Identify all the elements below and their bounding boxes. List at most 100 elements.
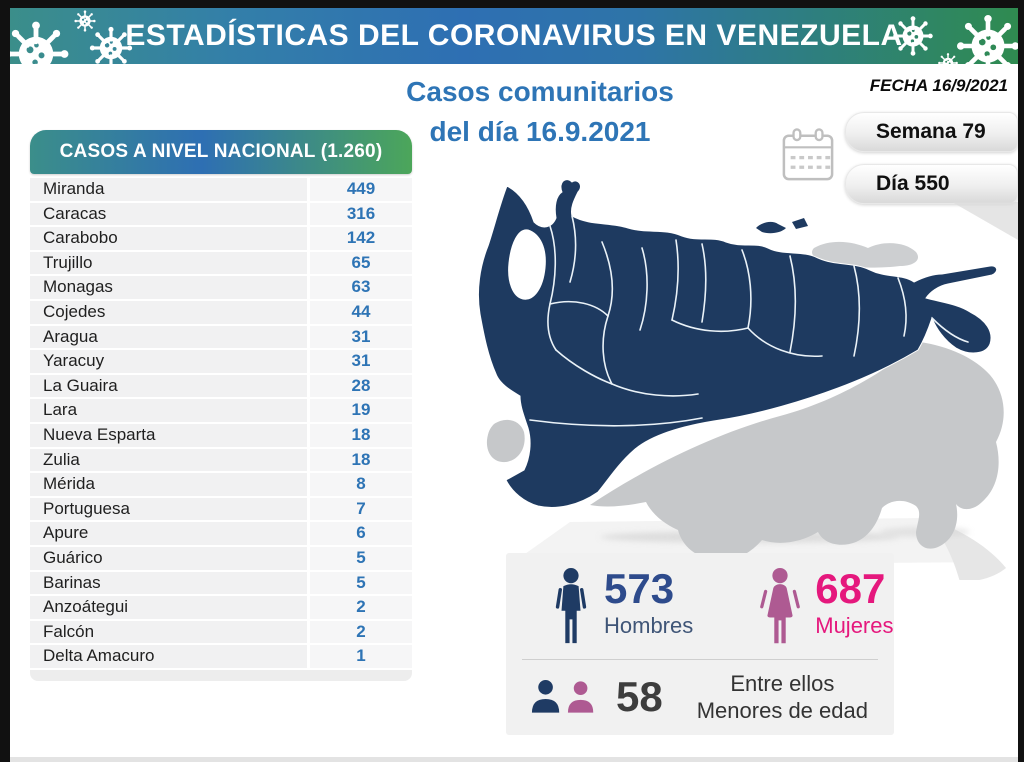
- table-row: Anzoátegui 2: [30, 596, 412, 619]
- state-name-cell: Falcón: [30, 620, 307, 644]
- state-name-cell: Anzoátegui: [30, 596, 307, 619]
- column-gap: [307, 178, 310, 201]
- table-row: Barinas 5: [30, 571, 412, 595]
- column-gap: [307, 374, 310, 398]
- state-value-cell: 18: [310, 448, 412, 472]
- state-name-cell: Trujillo: [30, 251, 307, 275]
- state-name-cell: Miranda: [30, 178, 307, 201]
- state-value-cell: 31: [310, 350, 412, 373]
- state-name-cell: Cojedes: [30, 300, 307, 324]
- column-gap: [307, 423, 310, 447]
- table-row: Apure 6: [30, 522, 412, 545]
- page-title-line2: del día 16.9.2021: [429, 116, 651, 147]
- female-person-icon: [760, 567, 801, 644]
- state-name-cell: Barinas: [30, 571, 307, 595]
- state-value-cell: 31: [310, 325, 412, 349]
- table-row: Mérida 8: [30, 473, 412, 496]
- men-label: Hombres: [604, 613, 694, 638]
- state-value-cell: 316: [310, 202, 412, 226]
- state-name-cell: Aragua: [30, 325, 307, 349]
- state-value-cell: 5: [310, 571, 412, 595]
- state-borders: [529, 215, 969, 427]
- minors-label-line2: Menores de edad: [696, 698, 868, 723]
- state-value-cell: 449: [310, 178, 412, 201]
- column-gap: [307, 497, 310, 521]
- state-value-cell: 28: [310, 374, 412, 398]
- calendar-icon: [782, 128, 834, 181]
- table-row: Cojedes 44: [30, 300, 412, 324]
- state-name-cell: Yaracuy: [30, 350, 307, 373]
- column-gap: [307, 473, 310, 496]
- table-row: Carabobo 142: [30, 227, 412, 250]
- state-name-cell: Zulia: [30, 448, 307, 472]
- table-row: Delta Amacuro 1: [30, 645, 412, 668]
- map-region-south-gray: [590, 342, 1004, 561]
- header-banner: ESTADÍSTICAS DEL CORONAVIRUS EN VENEZUEL…: [10, 8, 1018, 64]
- minors-stats-row: 58 Entre ellos Menores de edad: [506, 660, 894, 724]
- state-name-cell: Caracas: [30, 202, 307, 226]
- state-name-cell: Lara: [30, 399, 307, 422]
- week-badge: Semana 79: [845, 112, 1018, 152]
- infographic-page: ESTADÍSTICAS DEL CORONAVIRUS EN VENEZUEL…: [10, 8, 1018, 762]
- column-gap: [307, 620, 310, 644]
- state-value-cell: 8: [310, 473, 412, 496]
- state-name-cell: Apure: [30, 522, 307, 545]
- state-name-cell: Delta Amacuro: [30, 645, 307, 668]
- state-value-cell: 5: [310, 546, 412, 570]
- table-row: Monagas 63: [30, 276, 412, 299]
- state-value-cell: 142: [310, 227, 412, 250]
- bottom-strip: [10, 757, 1018, 762]
- state-name-cell: Carabobo: [30, 227, 307, 250]
- table-row: La Guaira 28: [30, 374, 412, 398]
- column-gap: [307, 325, 310, 349]
- gender-stats-row: 573 Hombres 687 Mujeres: [506, 553, 894, 647]
- page-title-line1: Casos comunitarios: [406, 76, 674, 107]
- column-gap: [307, 571, 310, 595]
- map-islands-gray: [812, 241, 919, 268]
- divider: [522, 659, 878, 660]
- map-islands-navy: [756, 218, 808, 234]
- table-row: Lara 19: [30, 399, 412, 422]
- map-region-tachira-gray: [486, 419, 525, 463]
- minors-count: 58: [616, 673, 663, 720]
- column-gap: [307, 300, 310, 324]
- cases-table-body: Miranda 449 Caracas 316 Carabobo 142 Trujillo 6…: [30, 178, 412, 668]
- table-row: Yaracuy 31: [30, 350, 412, 373]
- state-name-cell: Portuguesa: [30, 497, 307, 521]
- state-value-cell: 1: [310, 645, 412, 668]
- state-value-cell: 65: [310, 251, 412, 275]
- column-gap: [307, 448, 310, 472]
- column-gap: [307, 645, 310, 668]
- cases-table-header: CASOS A NIVEL NACIONAL (1.260): [30, 130, 412, 174]
- table-row: Aragua 31: [30, 325, 412, 349]
- women-label: Mujeres: [815, 613, 894, 638]
- column-gap: [307, 227, 310, 250]
- table-row: Zulia 18: [30, 448, 412, 472]
- column-gap: [307, 350, 310, 373]
- male-person-icon: [555, 568, 587, 644]
- minors-label: Entre ellos Menores de edad: [679, 670, 886, 724]
- table-row: Caracas 316: [30, 202, 412, 226]
- page-title: Casos comunitarios del día 16.9.2021: [340, 72, 740, 152]
- table-row: Guárico 5: [30, 546, 412, 570]
- women-count: 687: [815, 565, 886, 612]
- women-stat: 687 Mujeres: [759, 565, 894, 647]
- table-row: Portuguesa 7: [30, 497, 412, 521]
- table-row: Trujillo 65: [30, 251, 412, 275]
- state-name-cell: Guárico: [30, 546, 307, 570]
- state-value-cell: 2: [310, 620, 412, 644]
- state-name-cell: Monagas: [30, 276, 307, 299]
- table-row: Nueva Esparta 18: [30, 423, 412, 447]
- table-row: Miranda 449: [30, 178, 412, 201]
- children-icon: [531, 679, 594, 713]
- state-value-cell: 6: [310, 522, 412, 545]
- state-name-cell: La Guaira: [30, 374, 307, 398]
- date-label: FECHA 16/9/2021: [869, 76, 1008, 95]
- table-row: Falcón 2: [30, 620, 412, 644]
- state-value-cell: 2: [310, 596, 412, 619]
- demographics-panel: 573 Hombres 687 Mujeres: [506, 553, 894, 735]
- column-gap: [307, 251, 310, 275]
- cases-table-footer: [30, 669, 412, 681]
- venezuela-map: [477, 179, 1006, 580]
- banner-title: ESTADÍSTICAS DEL CORONAVIRUS EN VENEZUEL…: [125, 19, 903, 52]
